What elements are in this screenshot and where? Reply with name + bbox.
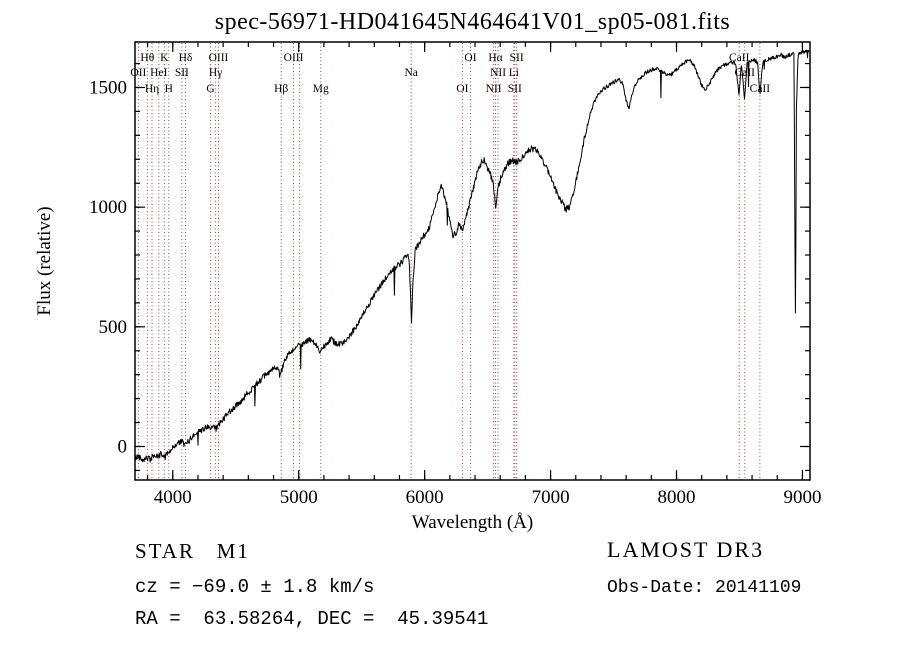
svg-text:G: G bbox=[206, 83, 214, 95]
svg-text:HeI: HeI bbox=[150, 67, 167, 79]
svg-text:4000: 4000 bbox=[154, 487, 192, 508]
svg-text:OIII: OIII bbox=[209, 52, 229, 64]
ra-dec-text: RA = 63.58264, DEC = 45.39541 bbox=[135, 608, 489, 630]
spectrum-trace bbox=[134, 49, 810, 463]
svg-text:Hη: Hη bbox=[145, 83, 159, 95]
svg-text:OI: OI bbox=[464, 52, 476, 64]
svg-text:Mg: Mg bbox=[313, 83, 329, 95]
svg-text:500: 500 bbox=[99, 317, 128, 338]
redshift-velocity-text: cz = −69.0 ± 1.8 km/s bbox=[135, 576, 375, 598]
x-axis-label: Wavelength (Å) bbox=[412, 512, 533, 533]
svg-text:H: H bbox=[165, 83, 173, 95]
svg-text:OI: OI bbox=[456, 83, 468, 95]
svg-text:OIII: OIII bbox=[284, 52, 304, 64]
svg-text:Hθ: Hθ bbox=[140, 52, 154, 64]
object-class-label: STAR M1 bbox=[135, 539, 250, 563]
spectral-line-labels: OIIHθHηHeIKHSIIHδGHγOIIIHβOIIIMgNaOIOINI… bbox=[130, 52, 770, 95]
svg-text:1000: 1000 bbox=[89, 197, 127, 218]
svg-text:0: 0 bbox=[118, 436, 128, 457]
svg-text:Hα: Hα bbox=[488, 52, 502, 64]
axis-titles: Wavelength (Å) Flux (relative) bbox=[34, 206, 533, 533]
plot-title: spec-56971-HD041645N464641V01_sp05-081.f… bbox=[214, 9, 731, 35]
svg-text:Hδ: Hδ bbox=[179, 52, 193, 64]
svg-text:5000: 5000 bbox=[280, 487, 318, 508]
svg-text:Hβ: Hβ bbox=[274, 83, 288, 95]
svg-text:OII: OII bbox=[130, 67, 146, 79]
axis-tick-labels: 4000 5000 6000 7000 8000 9000 0 500 1000 1500 bbox=[89, 77, 821, 508]
spectral-line-markers bbox=[137, 43, 761, 479]
spectrum-chart: OIIHθHηHeIKHSIIHδGHγOIIIHβOIIIMgNaOIOINI… bbox=[34, 41, 821, 533]
svg-text:SII: SII bbox=[508, 83, 522, 95]
svg-text:Hγ: Hγ bbox=[209, 67, 222, 79]
svg-text:CaII: CaII bbox=[735, 67, 756, 79]
svg-text:8000: 8000 bbox=[658, 487, 696, 508]
svg-text:NII: NII bbox=[490, 67, 506, 79]
svg-text:K: K bbox=[160, 52, 169, 64]
svg-text:NII: NII bbox=[486, 83, 502, 95]
svg-text:SII: SII bbox=[175, 67, 189, 79]
svg-text:1500: 1500 bbox=[89, 77, 127, 98]
svg-text:Li: Li bbox=[509, 67, 519, 79]
obs-date-text: Obs-Date: 20141109 bbox=[607, 578, 802, 598]
svg-text:SII: SII bbox=[510, 52, 524, 64]
survey-label: LAMOST DR3 bbox=[607, 537, 765, 562]
y-axis-label: Flux (relative) bbox=[34, 206, 55, 315]
svg-text:9000: 9000 bbox=[783, 487, 821, 508]
svg-text:Na: Na bbox=[404, 67, 417, 79]
axis-ticks bbox=[135, 42, 810, 480]
svg-text:6000: 6000 bbox=[406, 487, 444, 508]
axes-frame bbox=[134, 41, 811, 481]
svg-text:7000: 7000 bbox=[532, 487, 570, 508]
